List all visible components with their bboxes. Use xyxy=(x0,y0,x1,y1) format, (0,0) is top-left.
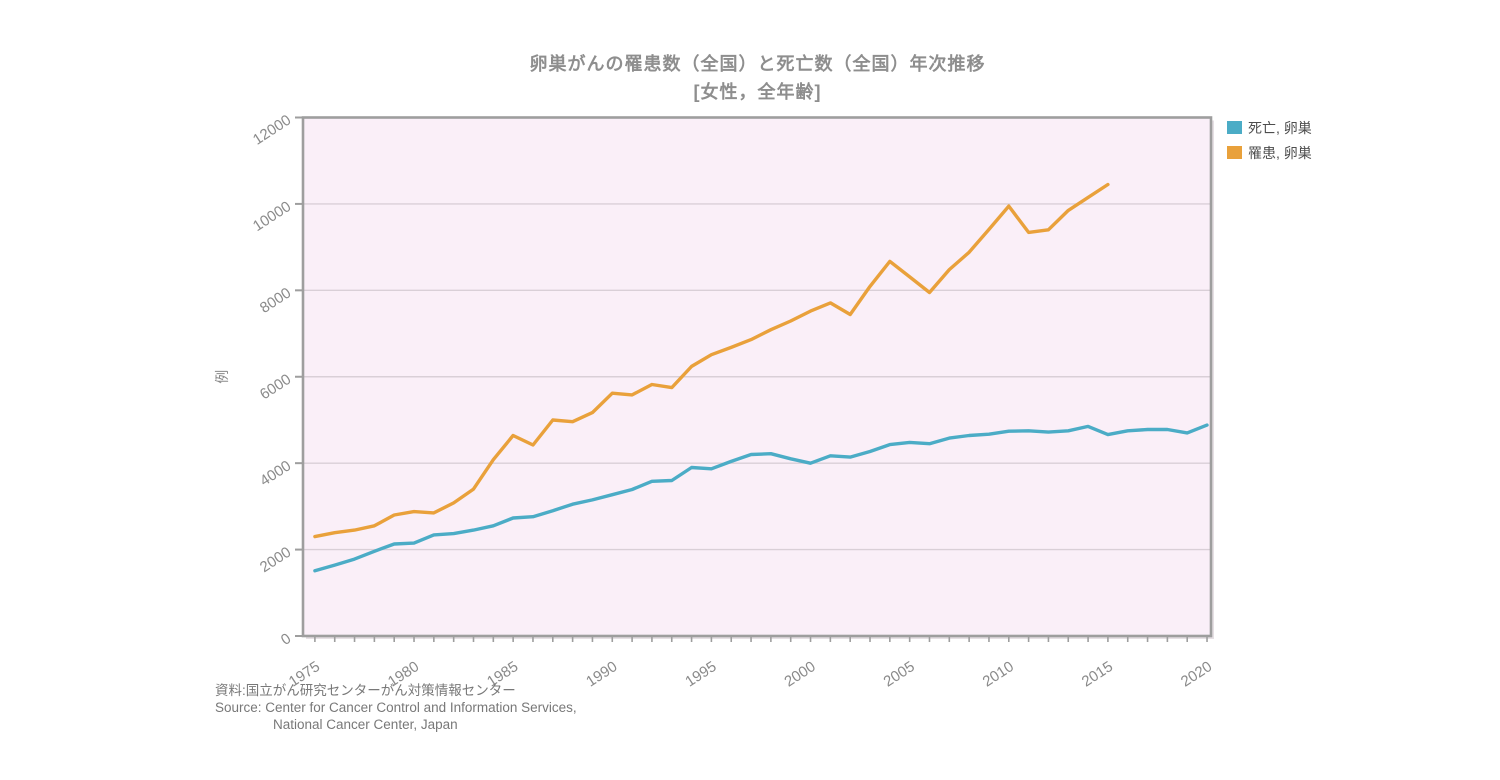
y-axis-labels: 0 2000 4000 6000 8000 10000 12000 xyxy=(250,112,294,649)
chart-title: 卵巣がんの罹患数（全国）と死亡数（全国）年次推移 [女性，全年齢] xyxy=(300,50,1215,106)
source-line-ja: 資料:国立がん研究センターがん対策情報センター xyxy=(215,683,516,698)
legend-swatch-0 xyxy=(1227,121,1242,134)
x-tick-label-2020: 2020 xyxy=(1178,658,1215,690)
legend-swatch-1 xyxy=(1227,146,1242,159)
y-tick-label-6000: 6000 xyxy=(257,371,294,403)
x-tick-label-1995: 1995 xyxy=(682,658,719,690)
source-line-en2: National Cancer Center, Japan xyxy=(273,717,458,732)
gridlines xyxy=(303,203,1211,551)
source-note: 資料:国立がん研究センターがん対策情報センター Source: Center f… xyxy=(215,682,577,733)
chart-title-line1: 卵巣がんの罹患数（全国）と死亡数（全国）年次推移 xyxy=(529,54,986,74)
x-tick-label-2005: 2005 xyxy=(881,658,918,690)
source-line-en1: Source: Center for Cancer Control and In… xyxy=(215,700,577,715)
legend-label-1: 罹患, 卵巣 xyxy=(1248,145,1312,161)
y-tick-label-8000: 8000 xyxy=(257,284,294,316)
series-line-1 xyxy=(313,182,1110,539)
y-axis-title-text: 例 xyxy=(214,370,230,384)
y-tick-label-2000: 2000 xyxy=(257,544,294,576)
series-lines xyxy=(313,182,1209,573)
legend-label-0: 死亡, 卵巣 xyxy=(1248,120,1312,136)
chart-title-line2: [女性，全年齢] xyxy=(693,82,822,102)
x-axis-ticks xyxy=(314,636,1208,642)
y-tick-label-4000: 4000 xyxy=(257,457,294,489)
x-tick-label-2010: 2010 xyxy=(980,658,1017,690)
y-tick-label-12000: 12000 xyxy=(250,112,294,149)
x-tick-label-2000: 2000 xyxy=(781,658,818,690)
y-tick-label-10000: 10000 xyxy=(250,198,294,235)
y-tick-label-0: 0 xyxy=(278,630,294,649)
plot-background xyxy=(303,117,1214,639)
y-axis-ticks xyxy=(295,116,303,637)
y-axis-title: 例 xyxy=(214,370,230,384)
x-tick-label-1990: 1990 xyxy=(583,658,620,690)
series-line-0 xyxy=(313,423,1209,573)
x-tick-label-2015: 2015 xyxy=(1079,658,1116,690)
